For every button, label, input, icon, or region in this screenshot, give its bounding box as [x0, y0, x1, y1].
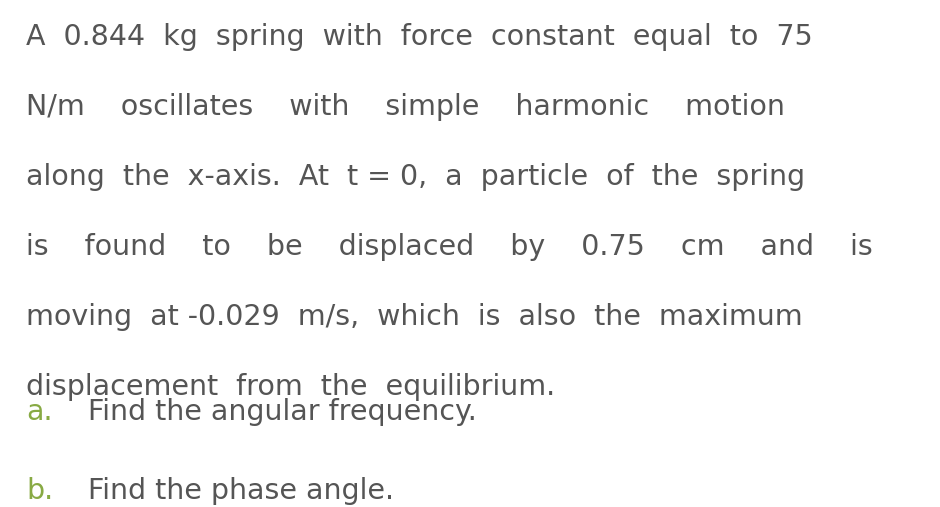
Text: along  the  x-axis.  At  t = 0,  a  particle  of  the  spring: along the x-axis. At t = 0, a particle o…	[26, 163, 806, 191]
Text: N/m    oscillates    with    simple    harmonic    motion: N/m oscillates with simple harmonic moti…	[26, 93, 785, 121]
Text: a.: a.	[26, 398, 53, 426]
Text: Find the phase angle.: Find the phase angle.	[70, 477, 395, 504]
Text: moving  at -0.029  m/s,  which  is  also  the  maximum: moving at -0.029 m/s, which is also the …	[26, 303, 803, 331]
Text: Find the angular frequency.: Find the angular frequency.	[70, 398, 478, 426]
Text: b.: b.	[26, 477, 54, 504]
Text: A  0.844  kg  spring  with  force  constant  equal  to  75: A 0.844 kg spring with force constant eq…	[26, 23, 813, 51]
Text: is    found    to    be    displaced    by    0.75    cm    and    is: is found to be displaced by 0.75 cm and …	[26, 233, 873, 261]
Text: displacement  from  the  equilibrium.: displacement from the equilibrium.	[26, 373, 556, 401]
